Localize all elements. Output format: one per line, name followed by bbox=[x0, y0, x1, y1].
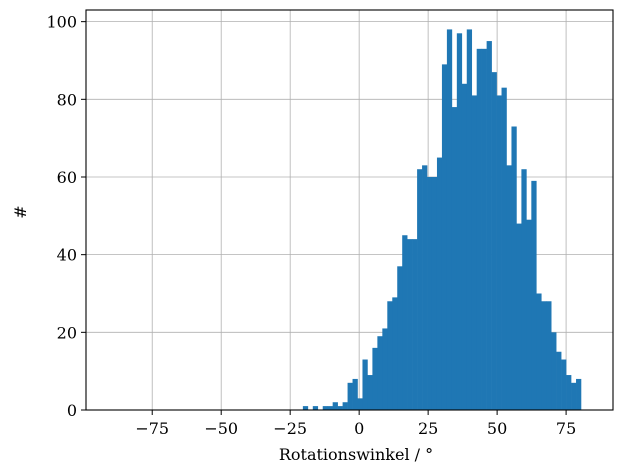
histogram-bar bbox=[427, 176, 433, 410]
histogram-bar bbox=[566, 375, 572, 410]
histogram-bar bbox=[501, 87, 507, 410]
histogram-bar bbox=[536, 293, 542, 410]
histogram-bar bbox=[496, 95, 502, 410]
x-axis-ticks: −75 −50 −25 0 25 50 75 bbox=[135, 410, 576, 438]
x-axis-label: Rotationswinkel / ° bbox=[279, 445, 433, 464]
histogram-bar bbox=[302, 406, 309, 410]
x-tick-label: −50 bbox=[204, 419, 238, 438]
histogram-bar bbox=[357, 398, 363, 410]
histogram-bar bbox=[476, 48, 482, 410]
histogram-bar bbox=[436, 157, 443, 410]
histogram-bar bbox=[546, 301, 552, 410]
histogram-bar bbox=[417, 169, 423, 410]
histogram-bar bbox=[377, 336, 383, 410]
x-tick-label: 50 bbox=[487, 419, 507, 438]
histogram-bar bbox=[446, 29, 453, 410]
x-tick-label: 75 bbox=[556, 419, 576, 438]
histogram-bar bbox=[516, 223, 522, 410]
histogram-bar bbox=[506, 165, 512, 410]
histogram-bar bbox=[466, 29, 473, 410]
histogram-bar bbox=[387, 301, 393, 410]
histogram-bar bbox=[481, 48, 487, 410]
x-tick-label: 25 bbox=[418, 419, 438, 438]
y-tick-label: 40 bbox=[57, 246, 77, 265]
histogram-bar bbox=[531, 180, 537, 410]
histogram-bar bbox=[441, 64, 448, 411]
histogram-bar bbox=[551, 332, 557, 410]
histogram-bar bbox=[382, 328, 388, 410]
x-tick-label: −75 bbox=[135, 419, 169, 438]
histogram-bar bbox=[362, 359, 368, 410]
histogram-bar bbox=[541, 301, 547, 410]
histogram-bar bbox=[571, 382, 577, 410]
histogram-bar bbox=[412, 239, 418, 410]
histogram-bar bbox=[322, 406, 329, 410]
y-tick-label: 20 bbox=[57, 323, 77, 342]
histogram-bar bbox=[392, 297, 398, 410]
histogram-bar bbox=[511, 126, 517, 410]
histogram-bar bbox=[342, 402, 348, 410]
histogram-bar bbox=[456, 33, 463, 411]
y-tick-label: 60 bbox=[57, 168, 77, 187]
histogram-bar bbox=[312, 406, 319, 410]
histogram-bar bbox=[491, 72, 497, 410]
histogram-bar bbox=[486, 41, 492, 410]
histogram-bar bbox=[352, 378, 358, 410]
histogram-bar bbox=[521, 169, 527, 410]
histogram-bar bbox=[422, 165, 428, 410]
histogram-bar bbox=[431, 176, 438, 410]
histogram-bar bbox=[556, 351, 562, 410]
y-axis-label: # bbox=[11, 205, 30, 218]
histogram-bar bbox=[451, 107, 458, 411]
histogram-bar bbox=[526, 219, 532, 410]
histogram-bar bbox=[461, 83, 468, 410]
histogram-bar bbox=[367, 375, 373, 410]
histogram-bar bbox=[471, 95, 477, 410]
histogram-bar bbox=[347, 382, 353, 410]
histogram-bar bbox=[327, 406, 333, 410]
histogram-bar bbox=[372, 347, 378, 410]
histogram-bars bbox=[302, 29, 582, 411]
y-tick-label: 100 bbox=[46, 13, 77, 32]
histogram-bar bbox=[332, 402, 338, 410]
histogram-bar bbox=[402, 235, 408, 410]
histogram-bar bbox=[337, 406, 343, 410]
histogram-bar bbox=[397, 266, 403, 410]
y-axis-ticks: 0 20 40 60 80 100 bbox=[46, 13, 86, 420]
y-tick-label: 80 bbox=[57, 90, 77, 109]
x-tick-label: −25 bbox=[273, 419, 307, 438]
histogram-bar bbox=[561, 359, 567, 410]
histogram-bar bbox=[407, 239, 413, 410]
histogram-bar bbox=[576, 378, 582, 410]
y-tick-label: 0 bbox=[67, 401, 77, 420]
x-tick-label: 0 bbox=[354, 419, 364, 438]
plot-frame bbox=[85, 9, 614, 411]
